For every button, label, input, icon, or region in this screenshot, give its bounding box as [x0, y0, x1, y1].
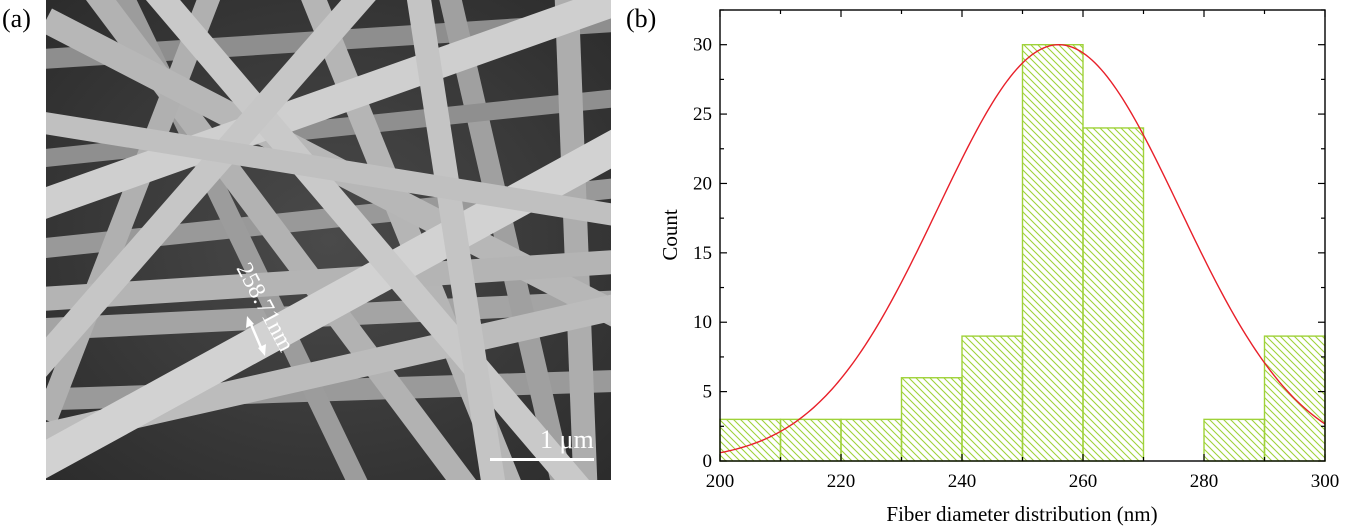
histogram-bar-280-290 [1203, 418, 1266, 462]
x-tick-label-240: 240 [948, 471, 977, 492]
fiber [46, 250, 611, 311]
panel-b-label: (b) [626, 4, 657, 33]
histogram-bar-230-240 [900, 377, 963, 462]
x-tick-label-220: 220 [827, 471, 856, 492]
arrowhead [246, 316, 254, 328]
x-tick-label-300: 300 [1311, 471, 1340, 492]
fiber [46, 129, 611, 479]
y-axis-title: Count [658, 209, 682, 261]
y-tick-label-5: 5 [703, 382, 713, 403]
fiber [406, 0, 506, 480]
y-tick-label-20: 20 [693, 173, 712, 194]
y-tick-label-25: 25 [693, 104, 712, 125]
y-tick-label-15: 15 [693, 243, 712, 264]
y-tick-label-30: 30 [693, 35, 712, 56]
nanofibers [46, 0, 611, 480]
y-tick-label-0: 0 [703, 451, 713, 472]
scale-bar [490, 458, 594, 461]
measurement-marker [246, 316, 266, 356]
panel-a-label: (a) [2, 4, 31, 33]
x-tick-label-260: 260 [1069, 471, 1098, 492]
fiber [46, 0, 611, 219]
gaussian-fit-curve [720, 43, 1325, 454]
scale-bar-label: 1 μm [540, 425, 594, 454]
measurement-arrow [248, 321, 264, 351]
fiber [46, 0, 376, 377]
sem-micrograph: 258.71nm 1 μm [46, 0, 611, 480]
fiber [46, 89, 611, 167]
arrowhead [258, 344, 266, 356]
x-axis-title: Fiber diameter distribution (nm) [886, 502, 1157, 526]
histogram-bar-210-220 [779, 418, 842, 462]
histogram-bar-260-270 [1082, 127, 1145, 462]
x-tick-label-280: 280 [1190, 471, 1219, 492]
fiber [46, 0, 221, 424]
histogram-bars [719, 43, 1326, 462]
histogram-bar-200-210 [719, 418, 782, 462]
y-tick-label-10: 10 [693, 312, 712, 333]
fiber [145, 0, 590, 480]
histogram-bar-290-300 [1263, 335, 1326, 462]
x-tick-label-200: 200 [706, 471, 735, 492]
histogram-bar-240-250 [961, 335, 1024, 462]
fiber [46, 112, 611, 226]
histogram-chart: 200 220 240 260 280 300 0 5 10 15 20 25 30 Count Fib… [658, 9, 1340, 526]
axis-ticks: 200 220 240 260 280 300 0 5 10 15 20 25 30 [693, 9, 1340, 492]
fiber [554, 0, 598, 480]
histogram-bar-250-260 [1021, 43, 1084, 462]
histogram-bar-220-230 [840, 418, 903, 462]
